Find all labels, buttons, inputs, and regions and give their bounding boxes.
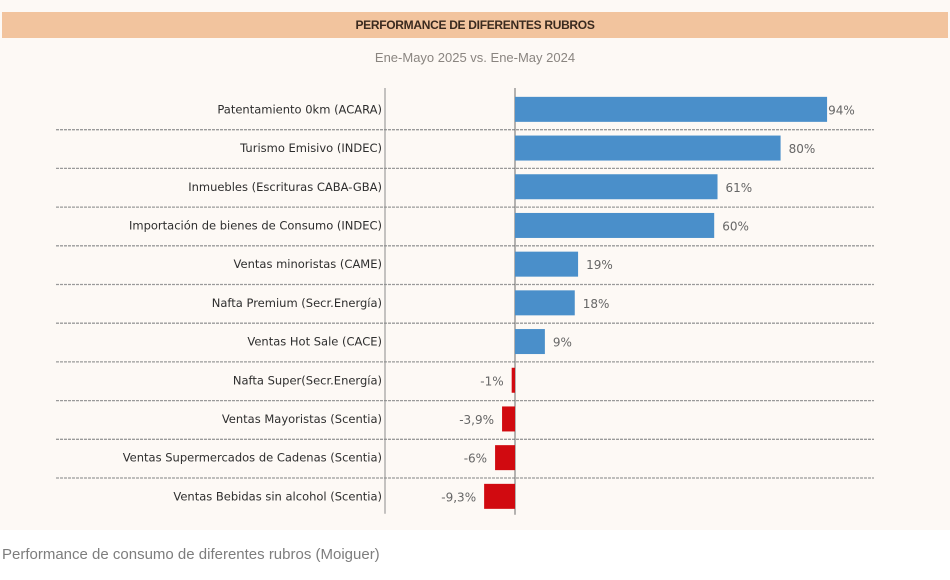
bar-positive <box>515 212 715 238</box>
category-label: Ventas Bebidas sin alcohol (Scentia) <box>173 489 382 503</box>
category-label: Importación de bienes de Consumo (INDEC) <box>129 218 382 232</box>
data-label: 60% <box>722 219 749 233</box>
category-label: Ventas Hot Sale (CACE) <box>247 335 382 349</box>
category-label: Inmuebles (Escrituras CABA-GBA) <box>188 180 382 194</box>
bar-positive <box>515 290 575 316</box>
bar-chart: Patentamiento 0km (ACARA) 94% Turismo Emis… <box>56 88 874 515</box>
data-label: 18% <box>583 297 610 311</box>
data-label: 19% <box>586 258 613 272</box>
bar-negative <box>484 483 515 509</box>
data-label: -1% <box>480 374 503 388</box>
bar-negative <box>502 406 515 432</box>
bar-positive <box>515 329 545 355</box>
data-label: -9,3% <box>441 490 476 504</box>
bar-positive <box>515 96 828 122</box>
category-label: Nafta Super(Secr.Energía) <box>233 373 382 387</box>
data-label: 80% <box>789 142 816 156</box>
chart-panel: PERFORMANCE DE DIFERENTES RUBROS Ene-May… <box>2 12 948 515</box>
image-caption: Performance de consumo de diferentes rub… <box>2 546 380 563</box>
chart-title-band: PERFORMANCE DE DIFERENTES RUBROS <box>2 12 948 38</box>
chart-subtitle: Ene-Mayo 2025 vs. Ene-May 2024 <box>374 50 576 65</box>
category-label: Ventas minoristas (CAME) <box>234 257 382 271</box>
chart-title: PERFORMANCE DE DIFERENTES RUBROS <box>355 18 595 32</box>
data-label: 9% <box>553 336 572 350</box>
category-label: Ventas Supermercados de Cadenas (Scentia… <box>123 451 382 465</box>
bar-negative <box>511 367 515 393</box>
bar-positive <box>515 135 781 161</box>
data-label: 61% <box>726 181 753 195</box>
category-label: Patentamiento 0km (ACARA) <box>217 102 382 116</box>
data-label: -6% <box>464 452 487 466</box>
category-label: Nafta Premium (Secr.Energía) <box>212 296 382 310</box>
data-label: 94% <box>828 103 855 117</box>
bar-negative <box>495 445 515 471</box>
category-label: Ventas Mayoristas (Scentia) <box>222 412 382 426</box>
data-label: -3,9% <box>459 413 494 427</box>
category-label: Turismo Emisivo (INDEC) <box>239 141 382 155</box>
bar-positive <box>515 251 579 277</box>
bar-positive <box>515 174 718 200</box>
